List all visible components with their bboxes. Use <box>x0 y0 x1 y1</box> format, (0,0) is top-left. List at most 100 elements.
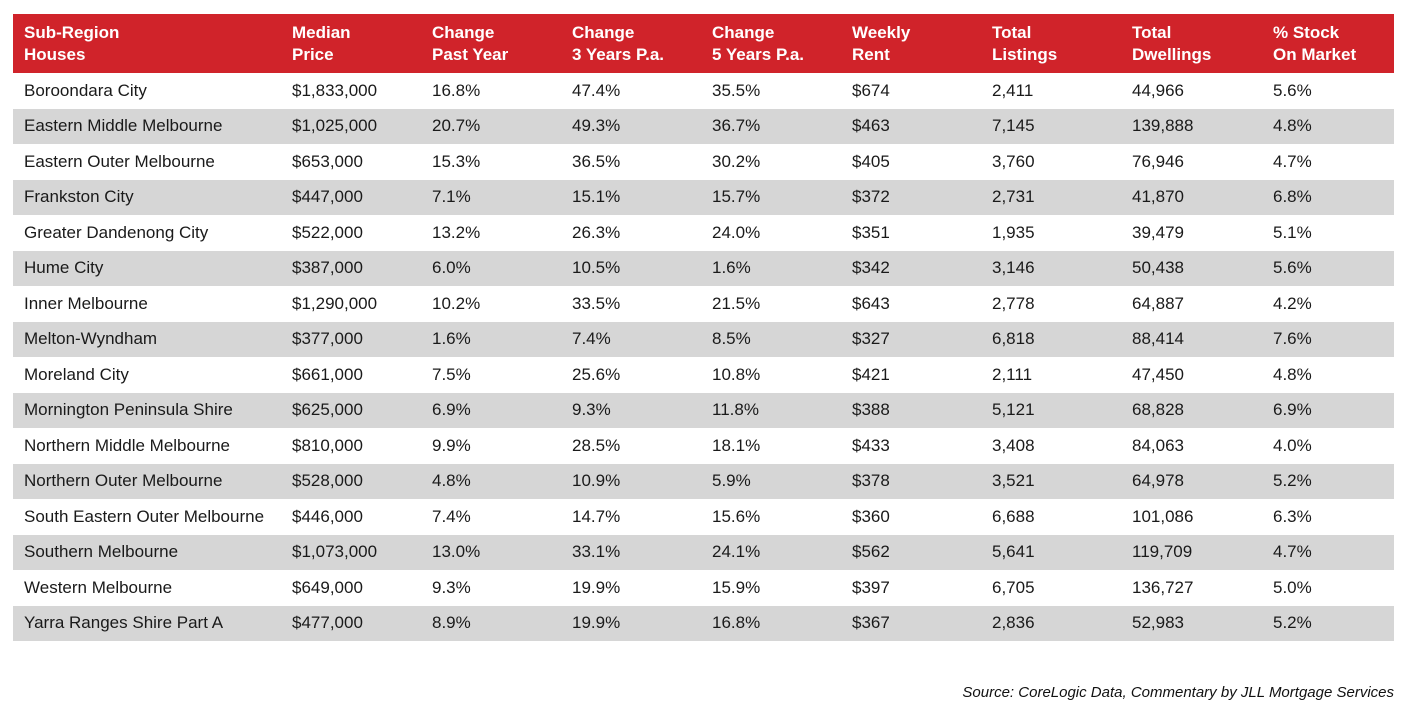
column-header-line: Sub-Region <box>24 22 120 42</box>
table-cell: 18.1% <box>701 428 841 464</box>
table-cell: 4.7% <box>1262 534 1394 571</box>
table-row: Inner Melbourne $1,290,000 10.2% 33.5% 21.5%… <box>13 286 1394 322</box>
table-cell: 47,450 <box>1121 357 1262 393</box>
sub-region-cell: Yarra Ranges Shire Part A <box>13 605 281 642</box>
table-cell: $562 <box>841 534 981 571</box>
table-cell: 30.2% <box>701 144 841 180</box>
table-row: Northern Outer Melbourne $528,000 4.8% 10.9… <box>13 463 1394 500</box>
table-cell: 10.2% <box>421 286 561 322</box>
sub-region-cell: Western Melbourne <box>13 570 281 606</box>
table-header: Sub-Region Houses Median Price Change Past Ye… <box>13 14 1394 73</box>
table-cell: 5.1% <box>1262 215 1394 251</box>
table-cell: $397 <box>841 570 981 606</box>
table-cell: 64,978 <box>1121 463 1262 500</box>
table-cell: $674 <box>841 73 981 109</box>
table-cell: 41,870 <box>1121 179 1262 216</box>
table-cell: 6.3% <box>1262 499 1394 535</box>
table-cell: $360 <box>841 499 981 535</box>
column-header-line: 3 Years P.a. <box>572 44 665 64</box>
table-cell: $387,000 <box>281 250 421 287</box>
table-cell: 2,731 <box>981 179 1121 216</box>
column-header-line: Total <box>992 22 1032 42</box>
table-cell: 139,888 <box>1121 108 1262 145</box>
sub-region-cell: Frankston City <box>13 179 281 216</box>
table-row: Frankston City $447,000 7.1% 15.1% 15.7% $372… <box>13 179 1394 216</box>
table-body: Boroondara City $1,833,000 16.8% 47.4% 35.5%… <box>13 73 1394 642</box>
table-row: Mornington Peninsula Shire $625,000 6.9% 9.… <box>13 392 1394 429</box>
column-header: Total Listings <box>981 14 1121 73</box>
table-cell: 2,836 <box>981 605 1121 642</box>
table-cell: 6.8% <box>1262 179 1394 216</box>
table-cell: 3,146 <box>981 250 1121 287</box>
sub-region-cell: South Eastern Outer Melbourne <box>13 499 281 535</box>
table-cell: 4.8% <box>1262 108 1394 145</box>
table-row: Eastern Middle Melbourne $1,025,000 20.7% 4… <box>13 108 1394 145</box>
table-cell: 5.6% <box>1262 73 1394 109</box>
table-cell: $372 <box>841 179 981 216</box>
source-note: Source: CoreLogic Data, Commentary by JL… <box>962 684 1394 701</box>
table-cell: 4.7% <box>1262 144 1394 180</box>
table-cell: 2,778 <box>981 286 1121 322</box>
column-header: Total Dwellings <box>1121 14 1262 73</box>
sub-region-cell: Boroondara City <box>13 73 281 109</box>
table-cell: 88,414 <box>1121 321 1262 358</box>
column-header-line: Change <box>712 22 775 42</box>
table-cell: 7.6% <box>1262 321 1394 358</box>
column-header: Change Past Year <box>421 14 561 73</box>
table-cell: 13.0% <box>421 534 561 571</box>
table-row: South Eastern Outer Melbourne $446,000 7.4… <box>13 499 1394 535</box>
table-cell: 36.5% <box>561 144 701 180</box>
table-cell: 119,709 <box>1121 534 1262 571</box>
table-cell: 3,521 <box>981 463 1121 500</box>
table-row: Western Melbourne $649,000 9.3% 19.9% 15.9% $… <box>13 570 1394 606</box>
table-cell: 15.1% <box>561 179 701 216</box>
table-cell: 10.5% <box>561 250 701 287</box>
table-cell: $405 <box>841 144 981 180</box>
table-cell: 44,966 <box>1121 73 1262 109</box>
column-header-line: Total <box>1132 22 1172 42</box>
table-cell: 4.8% <box>1262 357 1394 393</box>
table-cell: 33.1% <box>561 534 701 571</box>
table-cell: $351 <box>841 215 981 251</box>
column-header-line: 5 Years P.a. <box>712 44 805 64</box>
table-cell: 84,063 <box>1121 428 1262 464</box>
table-cell: 6,705 <box>981 570 1121 606</box>
column-header-line: Rent <box>852 44 890 64</box>
table-cell: $477,000 <box>281 605 421 642</box>
table-cell: 6.9% <box>421 392 561 429</box>
table-cell: 20.7% <box>421 108 561 145</box>
table-cell: 64,887 <box>1121 286 1262 322</box>
table-cell: 1,935 <box>981 215 1121 251</box>
table-cell: 68,828 <box>1121 392 1262 429</box>
table-cell: 36.7% <box>701 108 841 145</box>
table-cell: 39,479 <box>1121 215 1262 251</box>
sub-region-cell: Hume City <box>13 250 281 287</box>
table-cell: $342 <box>841 250 981 287</box>
table-cell: 3,760 <box>981 144 1121 180</box>
table-cell: 7.1% <box>421 179 561 216</box>
sub-region-cell: Eastern Outer Melbourne <box>13 144 281 180</box>
column-header: Sub-Region Houses <box>13 14 281 73</box>
table-cell: $625,000 <box>281 392 421 429</box>
table-cell: 5.6% <box>1262 250 1394 287</box>
table-cell: 6,688 <box>981 499 1121 535</box>
column-header-line: Weekly <box>852 22 911 42</box>
table-cell: 9.3% <box>421 570 561 606</box>
table-cell: 4.0% <box>1262 428 1394 464</box>
table-cell: 5.9% <box>701 463 841 500</box>
table-cell: 15.6% <box>701 499 841 535</box>
table-cell: $1,290,000 <box>281 286 421 322</box>
table-cell: $810,000 <box>281 428 421 464</box>
table-cell: 3,408 <box>981 428 1121 464</box>
table-cell: 10.8% <box>701 357 841 393</box>
table-row: Hume City $387,000 6.0% 10.5% 1.6% $342 3,146 5… <box>13 250 1394 287</box>
table-cell: $649,000 <box>281 570 421 606</box>
sub-region-cell: Southern Melbourne <box>13 534 281 571</box>
table-cell: 10.9% <box>561 463 701 500</box>
sub-region-cell: Moreland City <box>13 357 281 393</box>
data-table-container: Sub-Region Houses Median Price Change Past Ye… <box>13 14 1394 642</box>
column-header-line: % Stock <box>1273 22 1340 42</box>
table-cell: 5,121 <box>981 392 1121 429</box>
sub-region-cell: Melton-Wyndham <box>13 321 281 358</box>
table-cell: 6.9% <box>1262 392 1394 429</box>
